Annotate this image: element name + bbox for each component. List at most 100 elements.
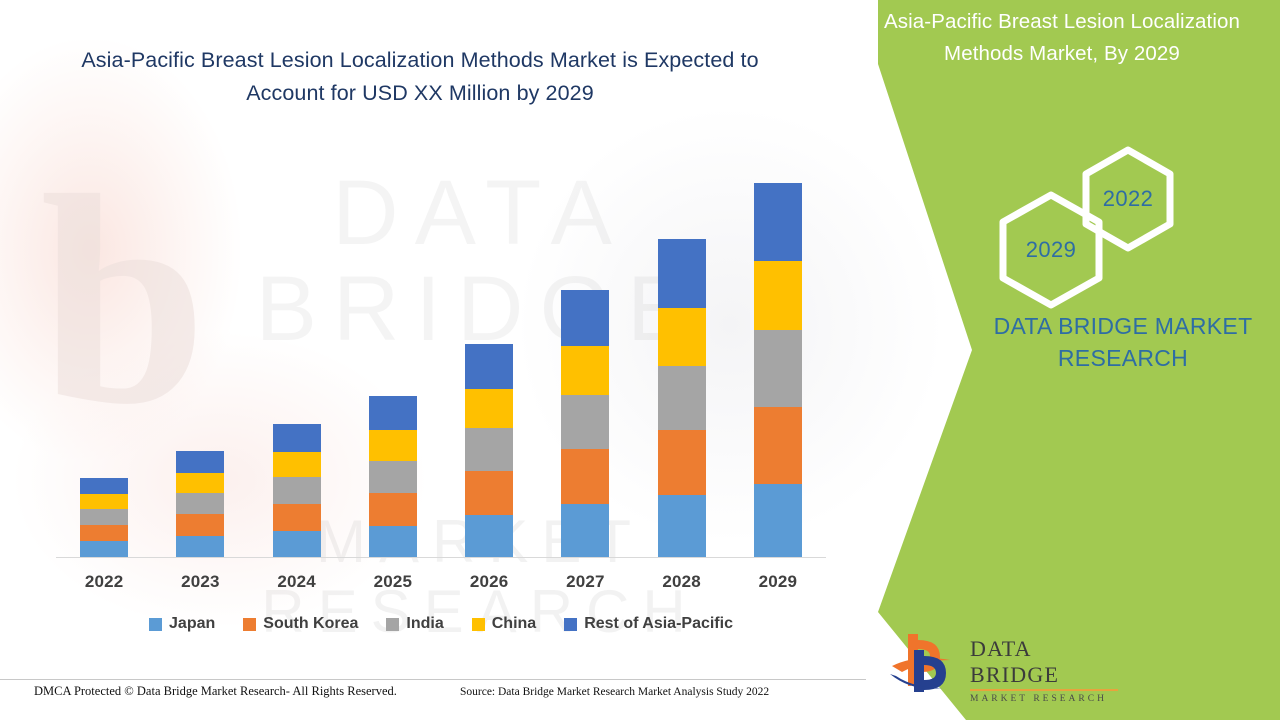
stacked-bar bbox=[657, 239, 706, 557]
page-title: Asia-Pacific Breast Lesion Localization … bbox=[81, 48, 759, 105]
legend-label: Rest of Asia-Pacific bbox=[584, 615, 733, 632]
legend-item[interactable]: South Korea bbox=[243, 615, 358, 633]
bar-segment bbox=[176, 514, 225, 536]
logo-divider bbox=[970, 689, 1118, 691]
footer-divider bbox=[0, 679, 866, 680]
x-axis-tick-label: 2022 bbox=[84, 572, 124, 591]
copyright-notice: DMCA Protected © Data Bridge Market Rese… bbox=[34, 684, 397, 698]
bar-segment bbox=[657, 308, 706, 366]
bar-segment bbox=[272, 477, 321, 504]
bar-segment bbox=[465, 389, 514, 428]
bar-segment bbox=[753, 261, 802, 330]
data-bridge-logo: DATA BRIDGE MARKET RESEARCH bbox=[888, 628, 1118, 704]
bar-column bbox=[537, 157, 633, 557]
bar-segment bbox=[368, 493, 417, 526]
bar-segment bbox=[80, 525, 129, 541]
logo-line-1: DATA BRIDGE bbox=[970, 636, 1060, 687]
legend-label: China bbox=[491, 615, 537, 632]
bar-segment bbox=[465, 471, 514, 515]
bar-segment bbox=[465, 515, 514, 557]
logo-line-2: MARKET RESEARCH bbox=[970, 694, 1107, 704]
brand-name-text: DATA BRIDGE MARKET RESEARCH bbox=[993, 313, 1253, 371]
legend-label: India bbox=[406, 615, 444, 632]
bar-column bbox=[56, 157, 152, 557]
x-axis-tick-label: 2028 bbox=[662, 572, 701, 591]
stacked-bar bbox=[368, 396, 417, 557]
stacked-bar-chart bbox=[56, 150, 826, 560]
x-axis-line bbox=[56, 557, 826, 558]
legend-item[interactable]: China bbox=[471, 615, 537, 633]
bar-segment bbox=[176, 493, 225, 514]
bar-segment bbox=[657, 495, 706, 557]
bar-segment bbox=[657, 239, 706, 308]
x-axis-tick-label: 2029 bbox=[758, 572, 798, 591]
x-axis-labels: 2022 2023 2024 2025 2026 2027 2028 2029 bbox=[56, 572, 826, 592]
legend-swatch-icon bbox=[243, 617, 257, 631]
bar-segment bbox=[176, 451, 225, 473]
bar-segment bbox=[80, 478, 129, 494]
legend-label: South Korea bbox=[263, 615, 359, 632]
bar-column bbox=[634, 157, 730, 557]
legend-swatch-icon bbox=[564, 617, 578, 631]
legend-label: Japan bbox=[169, 615, 216, 632]
hexagon-2022: 2022 bbox=[1078, 145, 1178, 253]
bar-segment bbox=[272, 424, 321, 452]
bar-group bbox=[56, 157, 826, 557]
x-axis-tick-label: 2024 bbox=[277, 572, 316, 591]
bar-segment bbox=[753, 330, 802, 407]
bar-column bbox=[345, 157, 441, 557]
bar-segment bbox=[368, 461, 417, 493]
bar-segment bbox=[753, 183, 802, 261]
chart-legend: Japan South Korea India China Rest of Asia-P… bbox=[56, 615, 826, 633]
bar-segment bbox=[753, 484, 802, 557]
bar-column bbox=[152, 157, 248, 557]
bar-segment bbox=[561, 449, 610, 504]
x-axis-tick-label: 2025 bbox=[373, 572, 413, 591]
bar-segment bbox=[561, 346, 610, 395]
bar-segment bbox=[753, 407, 802, 484]
legend-swatch-icon bbox=[149, 617, 163, 631]
bar-segment bbox=[368, 526, 417, 557]
legend-item[interactable]: Japan bbox=[149, 615, 215, 633]
bar-segment bbox=[272, 531, 321, 557]
bar-segment bbox=[176, 473, 225, 493]
bar-segment bbox=[368, 430, 417, 461]
logo-mark-icon bbox=[888, 630, 964, 698]
x-axis-tick-label: 2026 bbox=[469, 572, 509, 591]
ghost-logo-letter: b bbox=[40, 134, 207, 466]
bar-segment bbox=[465, 428, 514, 471]
bar-segment bbox=[272, 504, 321, 531]
stacked-bar bbox=[465, 344, 514, 557]
bar-segment bbox=[657, 430, 706, 495]
bar-segment bbox=[465, 344, 514, 389]
bar-segment bbox=[561, 395, 610, 449]
x-axis-tick-label: 2023 bbox=[181, 572, 220, 591]
bar-segment bbox=[80, 509, 129, 525]
right-panel-title: Asia-Pacific Breast Lesion Localization … bbox=[884, 10, 1240, 65]
legend-item[interactable]: India bbox=[386, 615, 444, 633]
hexagon-2029: 2029 bbox=[995, 190, 1107, 310]
bar-segment bbox=[176, 536, 225, 557]
x-axis-tick-label: 2027 bbox=[566, 572, 605, 591]
bar-segment bbox=[368, 396, 417, 430]
bar-column bbox=[441, 157, 537, 557]
bar-column bbox=[730, 157, 826, 557]
stacked-bar bbox=[80, 478, 129, 557]
bar-segment bbox=[272, 452, 321, 477]
source-notice: Source: Data Bridge Market Research Mark… bbox=[460, 686, 770, 698]
hexagon-2029-label: 2029 bbox=[1025, 237, 1077, 262]
bar-segment bbox=[657, 366, 706, 430]
stacked-bar bbox=[561, 290, 610, 557]
hexagon-2022-label: 2022 bbox=[1102, 186, 1154, 211]
legend-swatch-icon bbox=[386, 617, 400, 631]
legend-swatch-icon bbox=[471, 617, 485, 631]
chart-plot-area bbox=[56, 150, 826, 558]
stacked-bar bbox=[753, 183, 802, 557]
bar-segment bbox=[561, 290, 610, 346]
bar-column bbox=[249, 157, 345, 557]
bar-segment bbox=[80, 494, 129, 509]
logo-wordmark: DATA BRIDGE MARKET RESEARCH bbox=[970, 636, 1120, 705]
legend-item[interactable]: Rest of Asia-Pacific bbox=[564, 615, 733, 633]
bar-segment bbox=[561, 504, 610, 557]
